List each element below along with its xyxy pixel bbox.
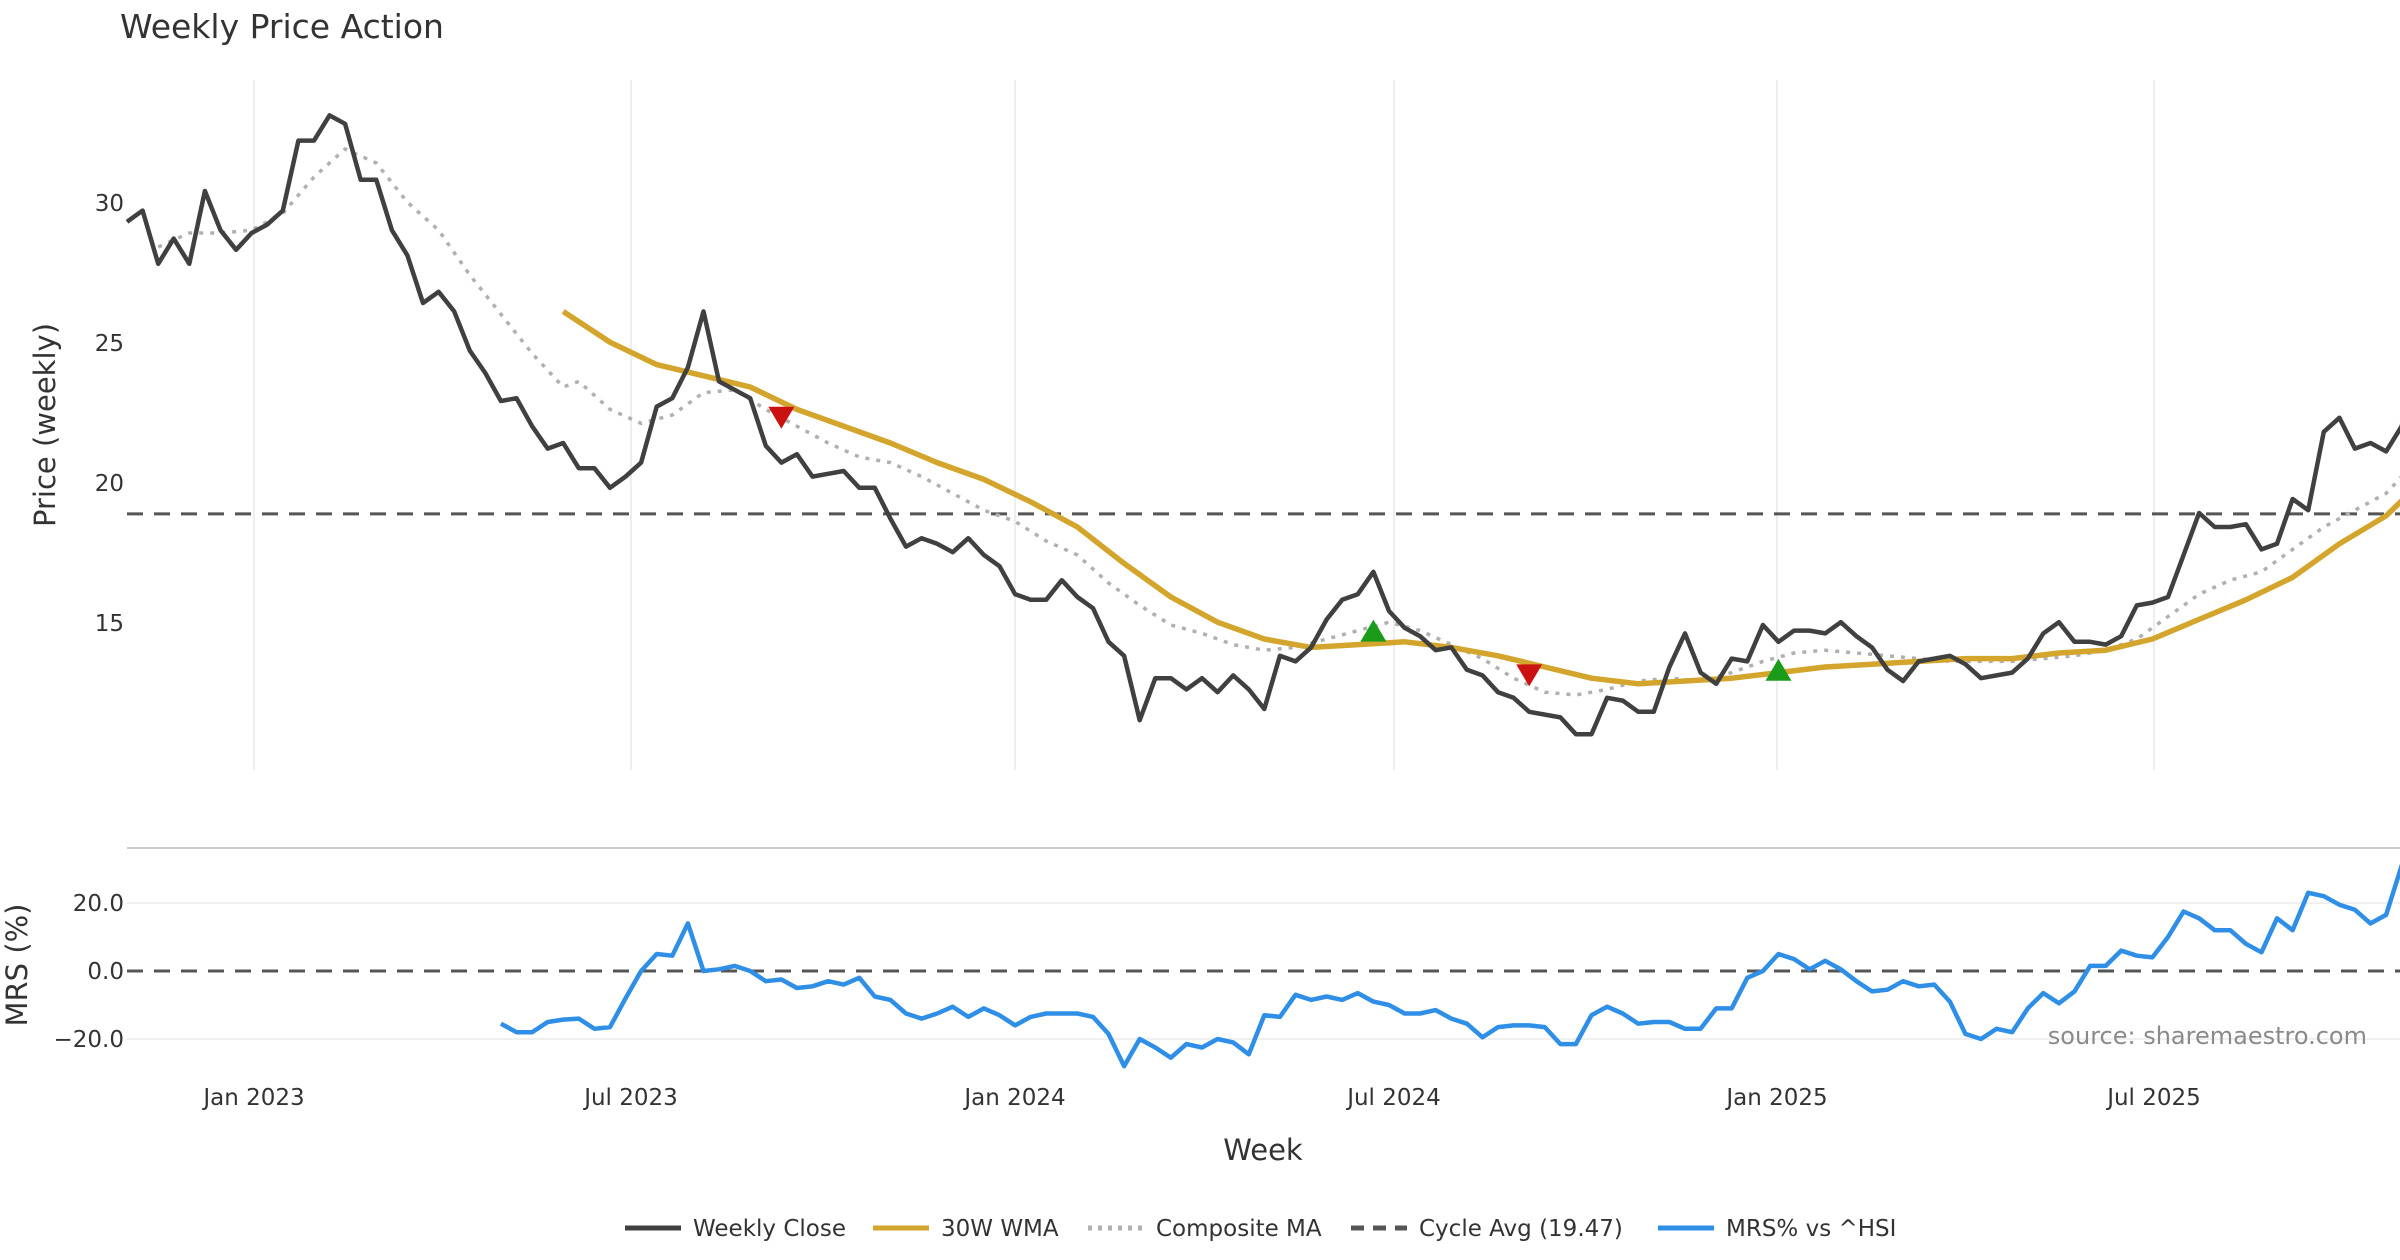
price-y-ticks: 15 20 25 30 <box>95 191 124 637</box>
price-y-tick-label: 20 <box>95 471 124 497</box>
legend: Weekly Close 30W WMA Composite MA Cycle Avg… <box>625 1216 1896 1242</box>
mrs-y-tick-label: 0.0 <box>87 959 124 985</box>
composite-ma-line <box>157 147 2400 697</box>
x-tick-label: Jan 2024 <box>962 1085 1065 1111</box>
legend-item-composite-ma: Composite MA <box>1088 1216 1322 1242</box>
mrs-grid <box>127 902 2400 1040</box>
mrs-series <box>127 864 2400 1069</box>
price-panel: 15 20 25 30 Price (weekly) <box>28 80 2400 770</box>
x-tick-label: Jan 2023 <box>201 1085 304 1111</box>
legend-label: 30W WMA <box>941 1216 1059 1242</box>
price-series <box>125 113 2400 737</box>
mrs-y-ticks: 20.0 0.0 −20.0 <box>54 891 124 1053</box>
legend-item-mrs-vs-hsi: MRS% vs ^HSI <box>1658 1216 1896 1242</box>
mrs-vs-hsi-line <box>499 864 2400 1069</box>
chart-title: Weekly Price Action <box>120 7 444 46</box>
x-tick-label: Jul 2025 <box>2105 1085 2201 1111</box>
price-y-axis-label: Price (weekly) <box>28 323 62 527</box>
mrs-y-tick-label: −20.0 <box>54 1027 124 1053</box>
x-tick-label: Jul 2023 <box>582 1085 678 1111</box>
weekly-close-line <box>125 113 2400 737</box>
price-y-tick-label: 25 <box>95 331 124 357</box>
x-tick-label: Jul 2024 <box>1345 1085 1441 1111</box>
price-y-tick-label: 30 <box>95 191 124 217</box>
legend-item-weekly-close: Weekly Close <box>625 1216 846 1242</box>
x-axis-label: Week <box>1223 1133 1303 1167</box>
price-grid <box>253 80 2155 770</box>
legend-item-cycle-avg-19-47: Cycle Avg (19.47) <box>1351 1216 1623 1242</box>
legend-label: Weekly Close <box>693 1216 846 1242</box>
sell-signal-marker <box>1516 664 1543 687</box>
mrs-y-tick-label: 20.0 <box>73 891 124 917</box>
source-note: source: sharemaestro.com <box>2048 1022 2367 1050</box>
x-tick-label: Jan 2025 <box>1724 1085 1827 1111</box>
legend-label: MRS% vs ^HSI <box>1726 1216 1896 1242</box>
signal-markers <box>768 406 1792 687</box>
legend-item-30w-wma: 30W WMA <box>873 1216 1059 1242</box>
mrs-y-axis-label: MRS (%) <box>0 904 34 1027</box>
price-y-tick-label: 15 <box>95 611 124 637</box>
legend-label: Cycle Avg (19.47) <box>1419 1216 1623 1242</box>
sell-signal-marker <box>768 406 795 429</box>
30w-wma-line <box>561 309 2400 687</box>
buy-signal-marker <box>1360 619 1387 642</box>
legend-label: Composite MA <box>1156 1216 1322 1242</box>
buy-signal-marker <box>1765 658 1792 681</box>
x-tick-labels: Jan 2023 Jul 2023 Jan 2024 Jul 2024 Jan 2025… <box>201 1085 2200 1111</box>
mrs-panel: 20.0 0.0 −20.0 MRS (%) source: sharemaestr… <box>0 864 2400 1069</box>
